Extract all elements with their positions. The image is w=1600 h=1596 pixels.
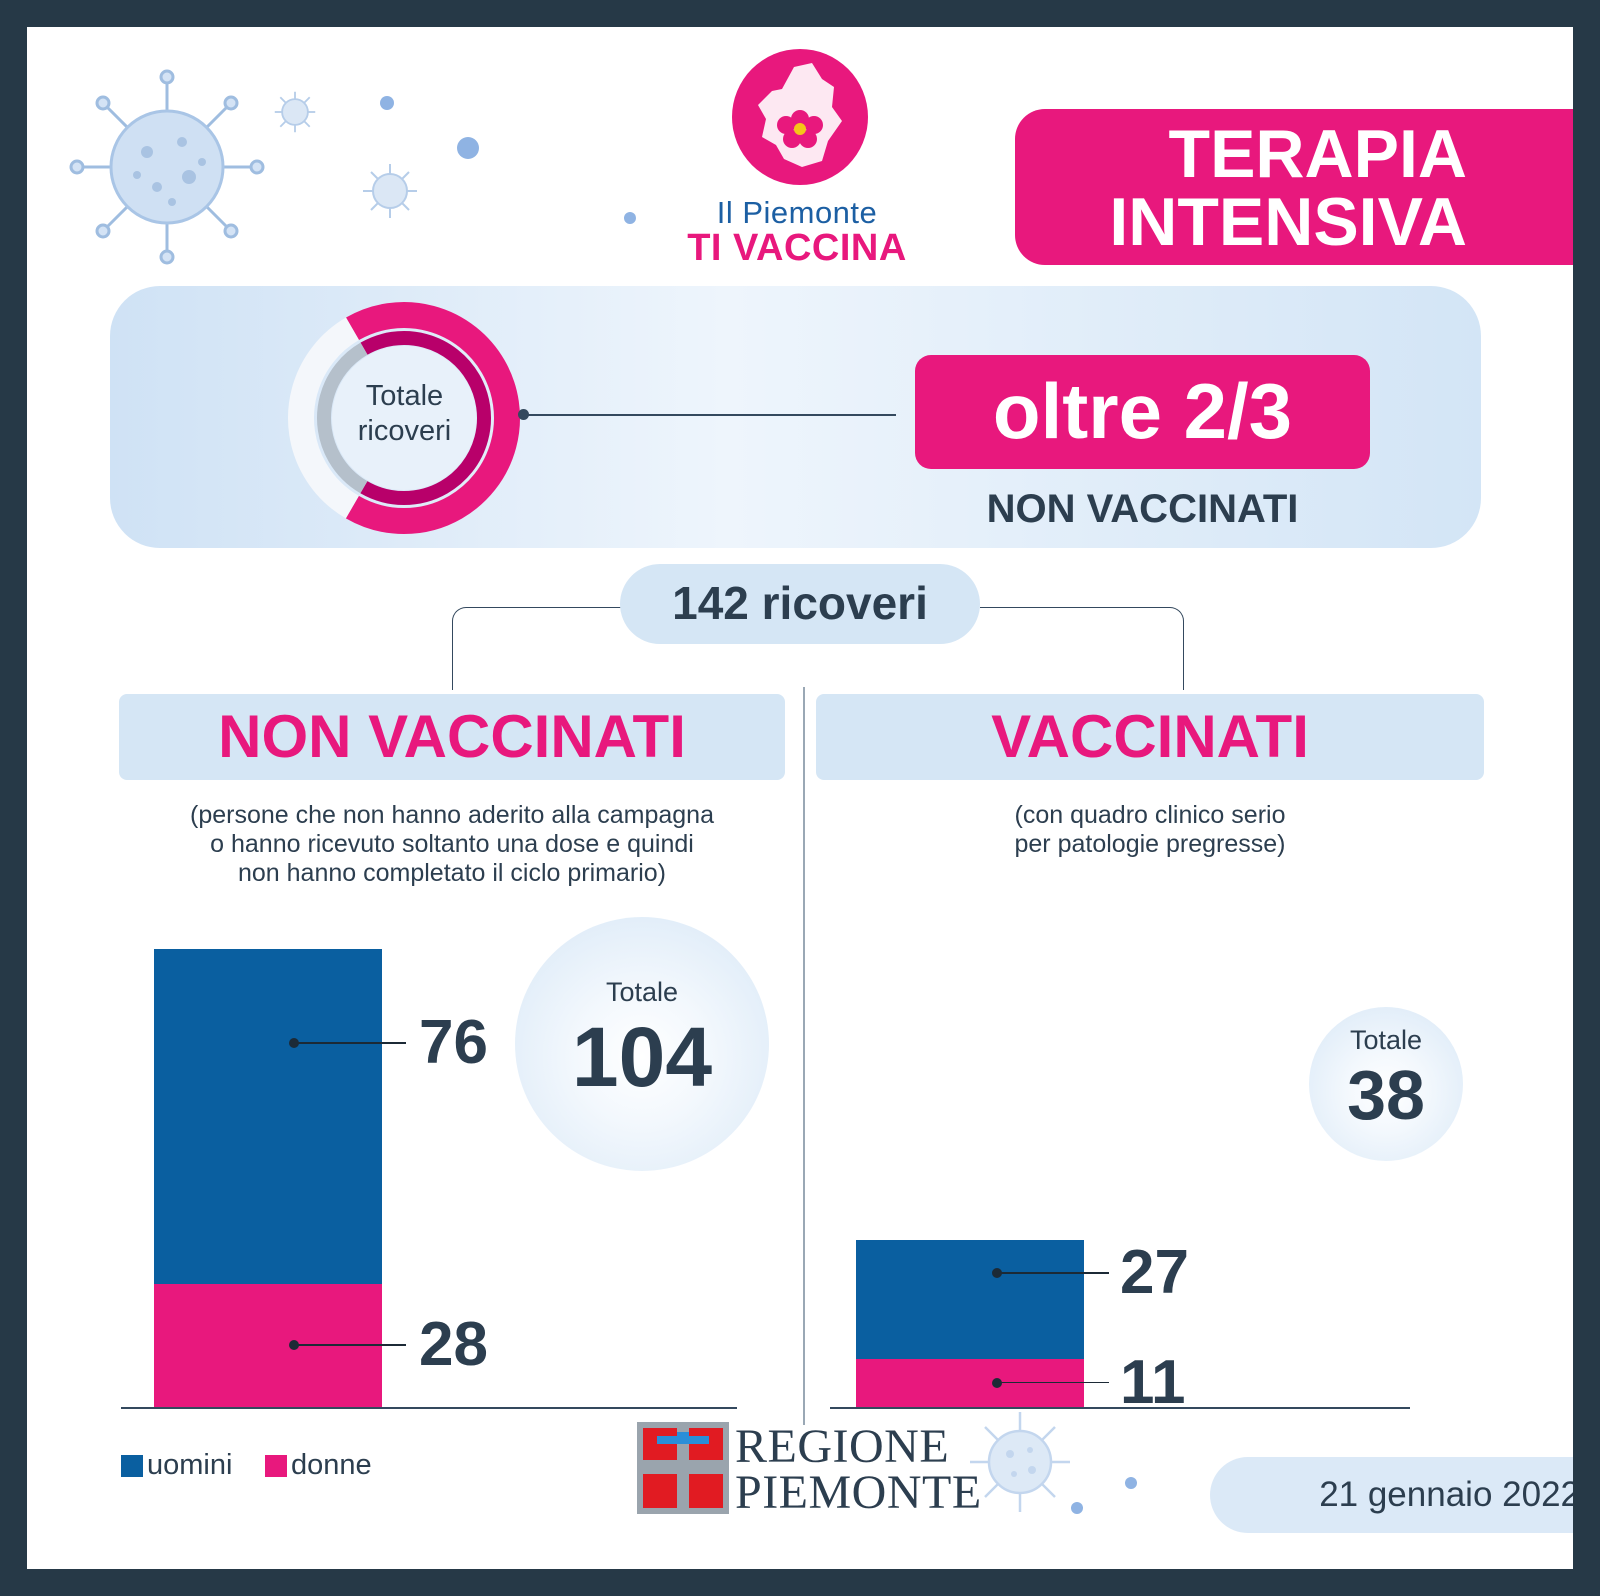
virus-small-icon	[363, 164, 417, 218]
total-ricoveri-pill	[620, 564, 980, 644]
donut-label-line2: ricoveri	[357, 415, 452, 447]
leader-line	[294, 1042, 406, 1044]
leader-line	[997, 1381, 1109, 1384]
title-line1: TERAPIA	[1168, 116, 1467, 192]
section-head-vaccinati	[816, 694, 1484, 780]
virus-large-icon	[69, 69, 265, 265]
total-ricoveri-text: 142 ricoveri	[672, 577, 928, 629]
center-divider	[803, 687, 805, 1425]
decor-dot	[457, 137, 479, 159]
section-note-non-vaccinati: (persone che non hanno aderito alla camp…	[119, 801, 785, 888]
decor-dot	[380, 96, 394, 110]
decor-dot	[1125, 1477, 1137, 1489]
virus-small-icon	[274, 91, 316, 133]
total-circle-non-vaccinati	[515, 917, 769, 1171]
legend-swatch-donne	[265, 1455, 287, 1477]
decor-dot	[1071, 1502, 1083, 1514]
total-value-vaccinati: 38	[1347, 1056, 1425, 1134]
section-head-non-vaccinati	[119, 694, 785, 780]
total-value-non-vaccinati: 104	[571, 1010, 713, 1104]
value-label-vaccinati-donne: 11	[1120, 1347, 1186, 1417]
value-label-vaccinati-uomini: 27	[1120, 1238, 1189, 1308]
baseline-non-vaccinati	[121, 1407, 737, 1409]
donut-ring	[288, 302, 520, 534]
value-label-non-vaccinati-donne: 28	[419, 1310, 488, 1380]
decor-dot	[624, 212, 636, 224]
logo-line1: Il Piemonte	[716, 195, 878, 230]
donut-label: Totale ricoveri	[327, 379, 482, 449]
note-line: per patologie pregresse)	[1014, 830, 1286, 858]
note-line: (con quadro clinico serio	[1014, 801, 1286, 829]
section-title-vaccinati: VACCINATI	[991, 703, 1309, 770]
virus-footer-icon	[970, 1412, 1070, 1512]
piemonte-map-icon	[758, 63, 842, 167]
regione-crest-icon	[637, 1422, 729, 1514]
note-line: non hanno completato il ciclo primario)	[238, 859, 666, 887]
branch-line-left	[452, 607, 621, 690]
date-text: 21 gennaio 2022	[1319, 1475, 1573, 1514]
total-circle-vaccinati	[1309, 1007, 1463, 1161]
donut-label-line1: Totale	[365, 380, 444, 412]
org-name-line2: PIEMONTE	[735, 1466, 982, 1519]
leader-line	[294, 1344, 406, 1346]
date-pill	[1210, 1457, 1573, 1533]
infographic-card: Il Piemonte TI VACCINA TERAPIA INTENSIVA…	[27, 27, 1573, 1569]
total-label-vaccinati: Totale	[1349, 1025, 1423, 1055]
note-line: o hanno ricevuto soltanto una dose e qui…	[210, 830, 694, 858]
title-banner: TERAPIA INTENSIVA	[1015, 109, 1573, 265]
bar-vaccinati-uomini	[856, 1239, 1084, 1359]
baseline-vaccinati	[830, 1407, 1410, 1409]
bar-non-vaccinati-uomini	[154, 949, 382, 1284]
org-name-line1: REGIONE	[735, 1420, 950, 1473]
legend-label-donne: donne	[291, 1449, 372, 1481]
headline-subtext: NON VACCINATI	[986, 487, 1299, 531]
connector-dot	[518, 409, 529, 420]
leader-line	[997, 1272, 1109, 1274]
legend-label-uomini: uomini	[147, 1449, 233, 1481]
logo-line2: TI VACCINA	[687, 227, 907, 269]
section-title-non-vaccinati: NON VACCINATI	[218, 703, 686, 770]
section-note-vaccinati: (con quadro clinico serio per patologie …	[816, 801, 1484, 859]
total-label-non-vaccinati: Totale	[605, 977, 679, 1007]
branch-line-right	[980, 607, 1184, 690]
connector-line	[524, 414, 896, 416]
title-line2: INTENSIVA	[1109, 184, 1467, 260]
headline-box	[915, 355, 1370, 469]
campaign-logo	[732, 49, 868, 185]
value-label-non-vaccinati-uomini: 76	[419, 1008, 488, 1078]
headline-text: oltre 2/3	[992, 367, 1293, 455]
note-line: (persone che non hanno aderito alla camp…	[190, 801, 714, 829]
legend-swatch-uomini	[121, 1455, 143, 1477]
